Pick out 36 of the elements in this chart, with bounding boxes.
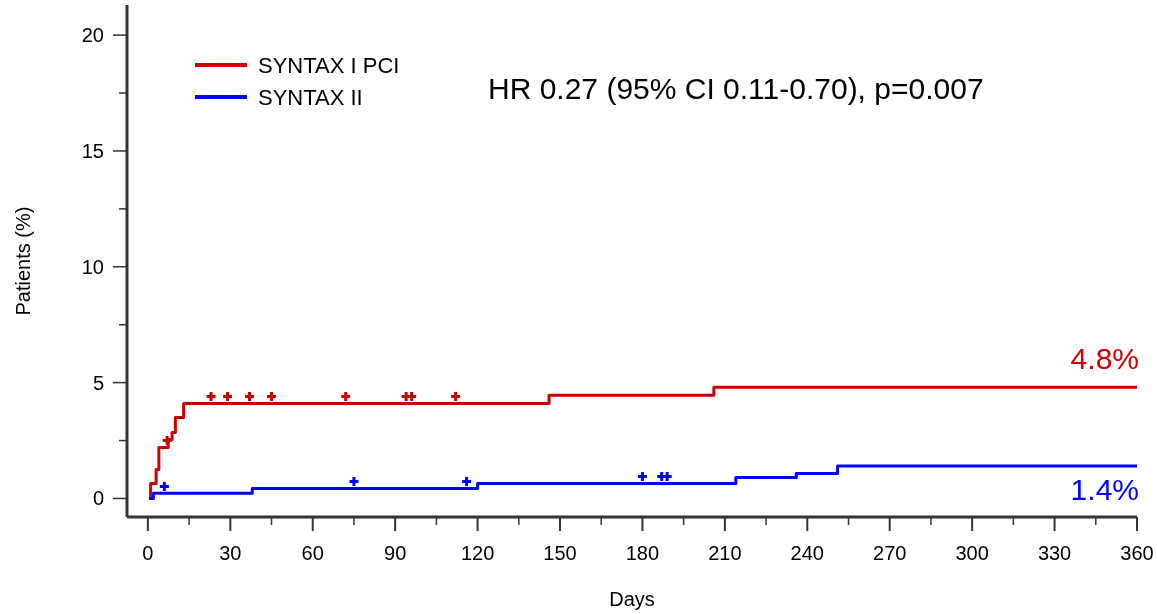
point [162, 436, 172, 446]
y-axis-title: Patients (%) [12, 206, 34, 316]
point [206, 392, 216, 402]
y-tick-label: 15 [81, 139, 104, 162]
legend-label: SYNTAX I PCI [258, 52, 400, 78]
legend-label: SYNTAX II [258, 84, 363, 110]
x-tick-label: 270 [873, 542, 907, 564]
x-tick-label: 90 [384, 542, 407, 564]
point [223, 392, 233, 402]
annotation: 4.8% [1070, 342, 1139, 376]
x-tick-label: 210 [708, 542, 742, 564]
y-tick-label: 10 [81, 255, 104, 278]
x-tick-label: 180 [625, 542, 660, 564]
x-tick-label: 300 [955, 542, 989, 564]
y-tick-label: 0 [92, 487, 104, 510]
point [349, 477, 359, 487]
annotation: 1.4% [1070, 473, 1139, 507]
x-tick-label: 360 [1120, 542, 1154, 564]
point [637, 471, 647, 481]
y-tick-label: 20 [81, 24, 104, 47]
point [341, 392, 351, 402]
point [267, 392, 277, 402]
x-axis-title: Days [609, 588, 655, 610]
x-tick-label: 330 [1037, 542, 1072, 564]
point [159, 481, 169, 491]
x-tick-label: 150 [543, 542, 577, 564]
x-tick-label: 60 [301, 542, 324, 564]
y-tick-label: 5 [92, 371, 104, 394]
point [462, 477, 472, 487]
x-tick-label: 240 [790, 542, 824, 564]
point [451, 392, 461, 402]
x-tick-label: 0 [142, 542, 154, 564]
point [245, 392, 255, 402]
x-tick-label: 30 [219, 542, 242, 564]
x-tick-label: 120 [460, 542, 495, 564]
annotation: HR 0.27 (95% CI 0.11-0.70), p=0.007 [488, 71, 984, 105]
